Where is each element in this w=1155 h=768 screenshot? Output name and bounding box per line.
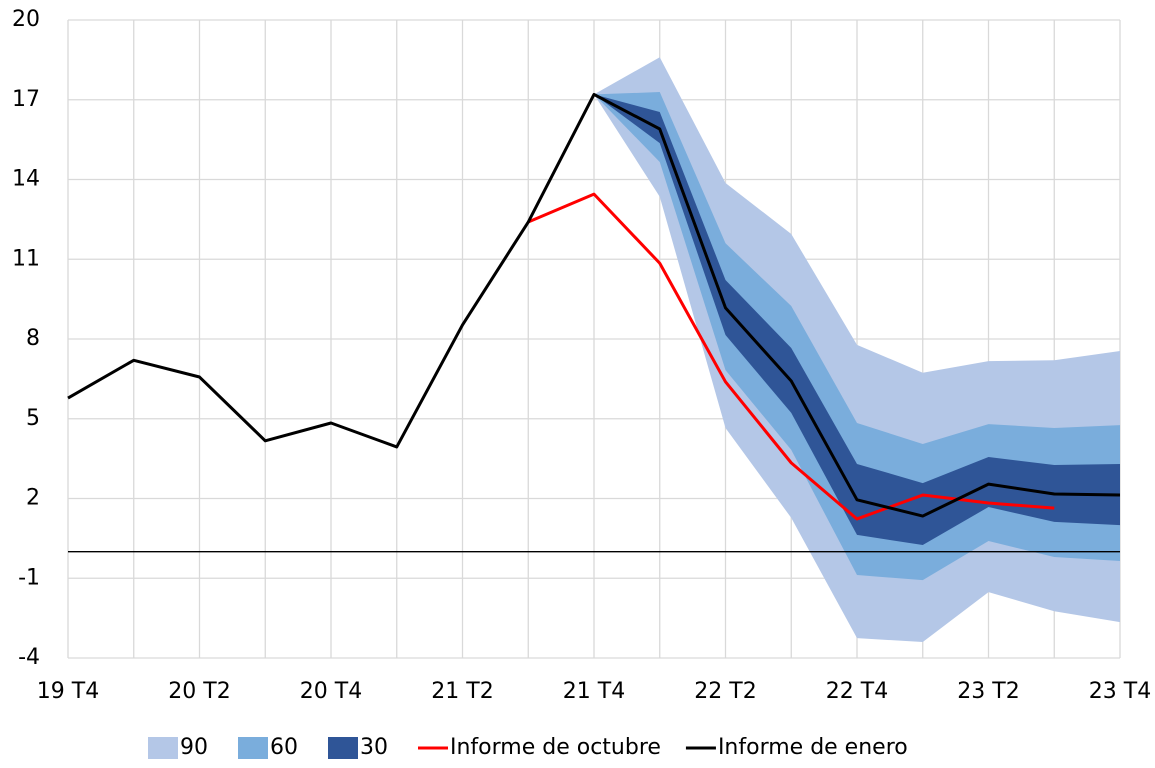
y-tick-label: 8 <box>26 326 40 351</box>
y-tick-label: 14 <box>12 167 40 192</box>
y-tick-label: 2 <box>26 486 40 511</box>
legend-label: 30 <box>360 735 388 760</box>
x-tick-label: 20 T4 <box>300 679 362 704</box>
x-tick-label: 20 T2 <box>168 679 230 704</box>
x-tick-label: 19 T4 <box>37 679 99 704</box>
x-tick-label: 22 T4 <box>826 679 888 704</box>
legend-label: Informe de octubre <box>450 735 661 760</box>
legend-swatch <box>148 737 178 759</box>
series-line <box>527 192 1055 521</box>
legend-label: 90 <box>180 735 208 760</box>
y-tick-label: 17 <box>12 87 40 112</box>
legend-swatch <box>328 737 358 759</box>
legend-swatch <box>238 737 268 759</box>
legend-label: 60 <box>270 735 298 760</box>
fan-band <box>594 94 1120 546</box>
x-tick-label: 23 T4 <box>1089 679 1151 704</box>
y-tick-label: -1 <box>18 565 40 590</box>
x-tick-label: 21 T2 <box>431 679 493 704</box>
x-tick-label: 22 T2 <box>694 679 756 704</box>
y-tick-label: 5 <box>26 406 40 431</box>
x-tick-label: 21 T4 <box>563 679 625 704</box>
y-tick-label: 20 <box>12 7 40 32</box>
x-tick-label: 23 T2 <box>957 679 1019 704</box>
series-line <box>67 92 1121 518</box>
y-tick-label: 11 <box>12 246 40 271</box>
legend-label: Informe de enero <box>718 735 908 760</box>
y-tick-label: -4 <box>18 645 40 670</box>
